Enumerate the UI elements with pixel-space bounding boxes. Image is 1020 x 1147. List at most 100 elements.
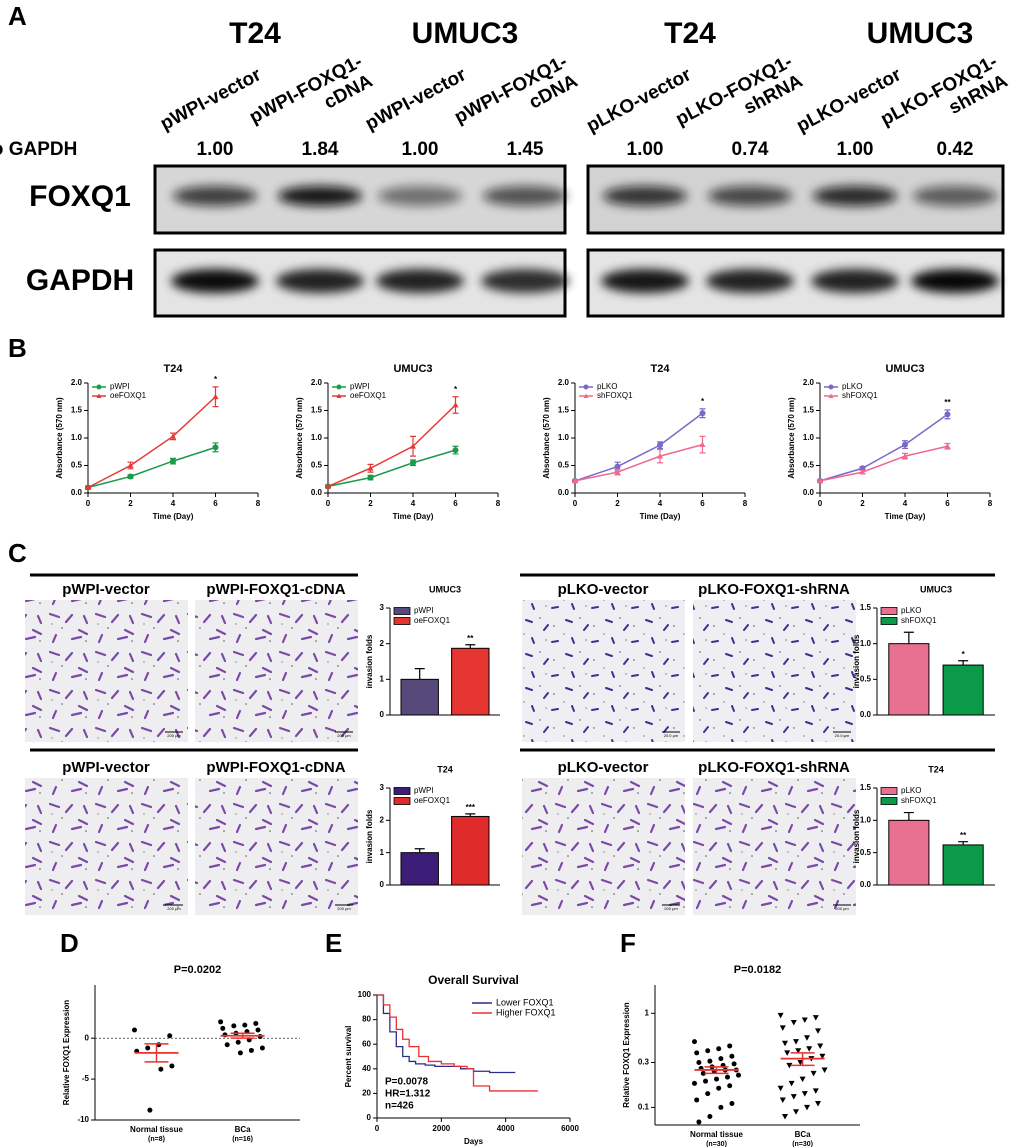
y-tick-label: 0.5 [803, 461, 815, 470]
error-bar [903, 631, 914, 644]
scale-bar-label: 20.0 μm [664, 733, 679, 738]
marker [336, 393, 342, 398]
y-tick-label: 0.3 [638, 1058, 650, 1067]
micrograph [25, 778, 188, 915]
x-axis-label: Time (Day) [640, 512, 681, 521]
x-tick-note: (n=8) [148, 1136, 165, 1143]
marker [828, 393, 834, 398]
bar [451, 647, 490, 716]
x-tick-label: 6 [945, 499, 950, 508]
bar [888, 819, 930, 886]
x-tick-label: BCa [795, 1130, 812, 1139]
x-tick-label: 4000 [497, 1124, 515, 1133]
point [703, 1078, 708, 1084]
x-tick-label: 2000 [432, 1124, 450, 1133]
y-tick-label: 0.5 [311, 461, 323, 470]
band [276, 269, 364, 293]
micrograph [522, 600, 685, 742]
point [696, 1060, 702, 1066]
chart-title: UMUC3 [393, 363, 432, 375]
line [574, 412, 703, 482]
y-tick-label: 0.0 [311, 488, 323, 497]
scale-bar-label: 200 μm [337, 733, 351, 738]
micrograph [195, 600, 358, 742]
y-tick-label: 1 [380, 674, 385, 683]
marker [127, 473, 134, 480]
x-tick-label: 2 [860, 499, 865, 508]
point [815, 1101, 821, 1107]
y-tick-label: 0.0 [860, 710, 872, 719]
line [327, 449, 456, 488]
scale-bar-label: 20.0 μm [835, 733, 850, 738]
y-tick-label: 80 [362, 1015, 371, 1024]
legend-swatch [393, 607, 411, 615]
marker [336, 384, 342, 390]
point [718, 1056, 724, 1062]
y-tick-label: 2.0 [803, 378, 815, 387]
y-axis-label: Percent survival [344, 1026, 353, 1088]
x-tick-label: 0 [375, 1124, 380, 1133]
point [793, 1109, 799, 1115]
marker [657, 453, 663, 459]
marker [452, 402, 459, 408]
legend-label: pLKO [842, 382, 862, 391]
x-axis-label: Days [464, 1137, 484, 1146]
annotation: *** [466, 803, 476, 812]
ratio-value: 0.42 [937, 139, 974, 160]
legend-label: shFOXQ1 [842, 391, 878, 400]
y-tick-label: 2 [380, 815, 385, 824]
error-bar [790, 1052, 815, 1067]
y-tick-label: 1.5 [311, 406, 323, 415]
point [700, 1070, 706, 1076]
y-tick-label: 0.5 [71, 461, 83, 470]
band [811, 269, 899, 293]
point [821, 1067, 828, 1073]
point [790, 1019, 797, 1026]
point [692, 1080, 697, 1086]
panel-label: B [8, 333, 27, 363]
micrograph-label: pLKO-FOXQ1-shRNA [698, 581, 850, 598]
point [242, 1022, 248, 1028]
band [173, 186, 257, 206]
band [601, 269, 689, 293]
y-tick-label: 3 [380, 603, 385, 612]
y-tick-label: 0 [85, 1033, 90, 1042]
legend-label: pLKO [901, 606, 921, 615]
y-axis-label: Absorbance (570 nm) [787, 397, 796, 479]
point [777, 1085, 784, 1092]
legend-label: oeFOXQ1 [414, 616, 451, 625]
point [727, 1043, 733, 1049]
legend-label: Lower FOXQ1 [496, 997, 554, 1007]
point [782, 1040, 788, 1047]
ratio-value: 1.00 [197, 139, 234, 160]
marker [657, 442, 663, 449]
ratio-value: 0.74 [732, 139, 769, 160]
legend-label: pWPI [414, 606, 434, 615]
y-tick-label: 1.0 [860, 815, 872, 824]
band [171, 269, 259, 293]
point [731, 1061, 737, 1067]
point [777, 1012, 784, 1019]
marker [614, 463, 621, 470]
point [779, 1025, 786, 1031]
point [255, 1027, 261, 1033]
point [736, 1072, 741, 1078]
micrograph [522, 778, 685, 915]
chart-title: Overall Survival [428, 973, 519, 987]
y-tick-label: 0 [380, 880, 385, 889]
panel-label: F [620, 928, 636, 958]
marker [85, 484, 91, 490]
x-tick-label: 4 [903, 499, 908, 508]
legend-label: shFOXQ1 [901, 796, 937, 805]
error-bar [414, 848, 425, 853]
scale-bar-label: 200 μm [664, 906, 678, 911]
y-tick-label: 0.5 [860, 674, 872, 683]
micrograph [195, 778, 358, 915]
marker [96, 384, 102, 390]
x-tick-label: 4 [171, 499, 176, 508]
scale-bar-label: 200 μm [167, 906, 181, 911]
y-axis-label: invasion folds [365, 634, 374, 688]
y-tick-label: 0.0 [860, 880, 872, 889]
point [810, 1070, 817, 1077]
annotation: ** [960, 831, 967, 840]
